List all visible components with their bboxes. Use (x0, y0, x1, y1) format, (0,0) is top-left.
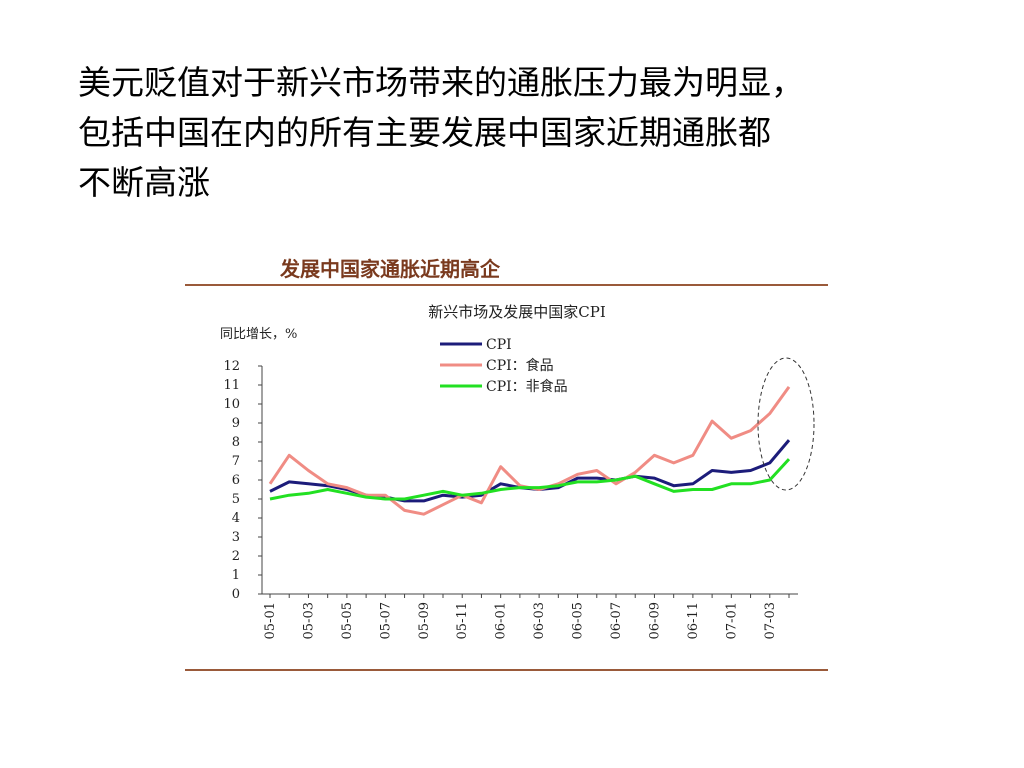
x-tick-label: 06-05 (571, 602, 586, 639)
y-tick-label: 3 (232, 530, 240, 545)
x-tick-label: 07-01 (724, 602, 739, 639)
series-group (268, 386, 791, 516)
headline-line-1: 美元贬值对于新兴市场带来的通胀压力最为明显， (78, 63, 804, 102)
legend: CPI CPI：食品 CPI：非食品 (440, 337, 568, 395)
y-tick-label: 10 (223, 397, 240, 412)
y-tick-label: 12 (223, 359, 240, 374)
y-tick-label: 7 (232, 454, 240, 469)
x-tick-label: 05-01 (263, 602, 278, 639)
series-line-3 (269, 458, 791, 501)
legend-label: CPI：非食品 (486, 378, 568, 395)
x-tick-label: 06-09 (647, 602, 662, 639)
x-tick-label: 05-07 (378, 602, 393, 639)
headline: 美元贬值对于新兴市场带来的通胀压力最为明显， 包括中国在内的所有主要发展中国家近… (78, 58, 978, 208)
y-tick-label: 5 (232, 492, 240, 507)
panel-title: 发展中国家通胀近期高企 (279, 257, 501, 281)
y-tick-label: 0 (232, 587, 240, 602)
x-tick-label: 06-01 (494, 602, 509, 639)
y-axis-label: 同比增长，% (220, 327, 297, 342)
x-tick-label: 06-07 (609, 602, 624, 639)
series-line-1 (269, 439, 791, 503)
headline-line-2: 包括中国在内的所有主要发展中国家近期通胀都 (78, 113, 771, 152)
y-tick-label: 6 (232, 473, 240, 488)
headline-line-3: 不断高涨 (78, 163, 210, 202)
highlight-ellipse (757, 357, 815, 491)
x-tick-label: 05-09 (417, 602, 432, 639)
series-line-2 (268, 386, 791, 516)
legend-label: CPI (486, 337, 512, 353)
y-tick-label: 11 (223, 378, 240, 393)
y-tick-label: 1 (232, 568, 240, 583)
y-tick-label: 8 (232, 435, 240, 450)
x-tick-label: 06-03 (532, 602, 547, 639)
x-tick-label: 05-03 (301, 602, 316, 639)
y-tick-label: 9 (232, 416, 240, 431)
x-tick-label: 07-03 (763, 602, 778, 639)
chart-title: 新兴市场及发展中国家CPI (428, 303, 606, 321)
y-tick-label: 2 (232, 549, 240, 564)
x-tick-label: 05-11 (455, 602, 470, 639)
x-tick-label: 06-11 (686, 602, 701, 639)
x-tick-label: 05-05 (340, 602, 355, 639)
legend-label: CPI：食品 (486, 357, 554, 374)
y-tick-label: 4 (232, 511, 240, 526)
